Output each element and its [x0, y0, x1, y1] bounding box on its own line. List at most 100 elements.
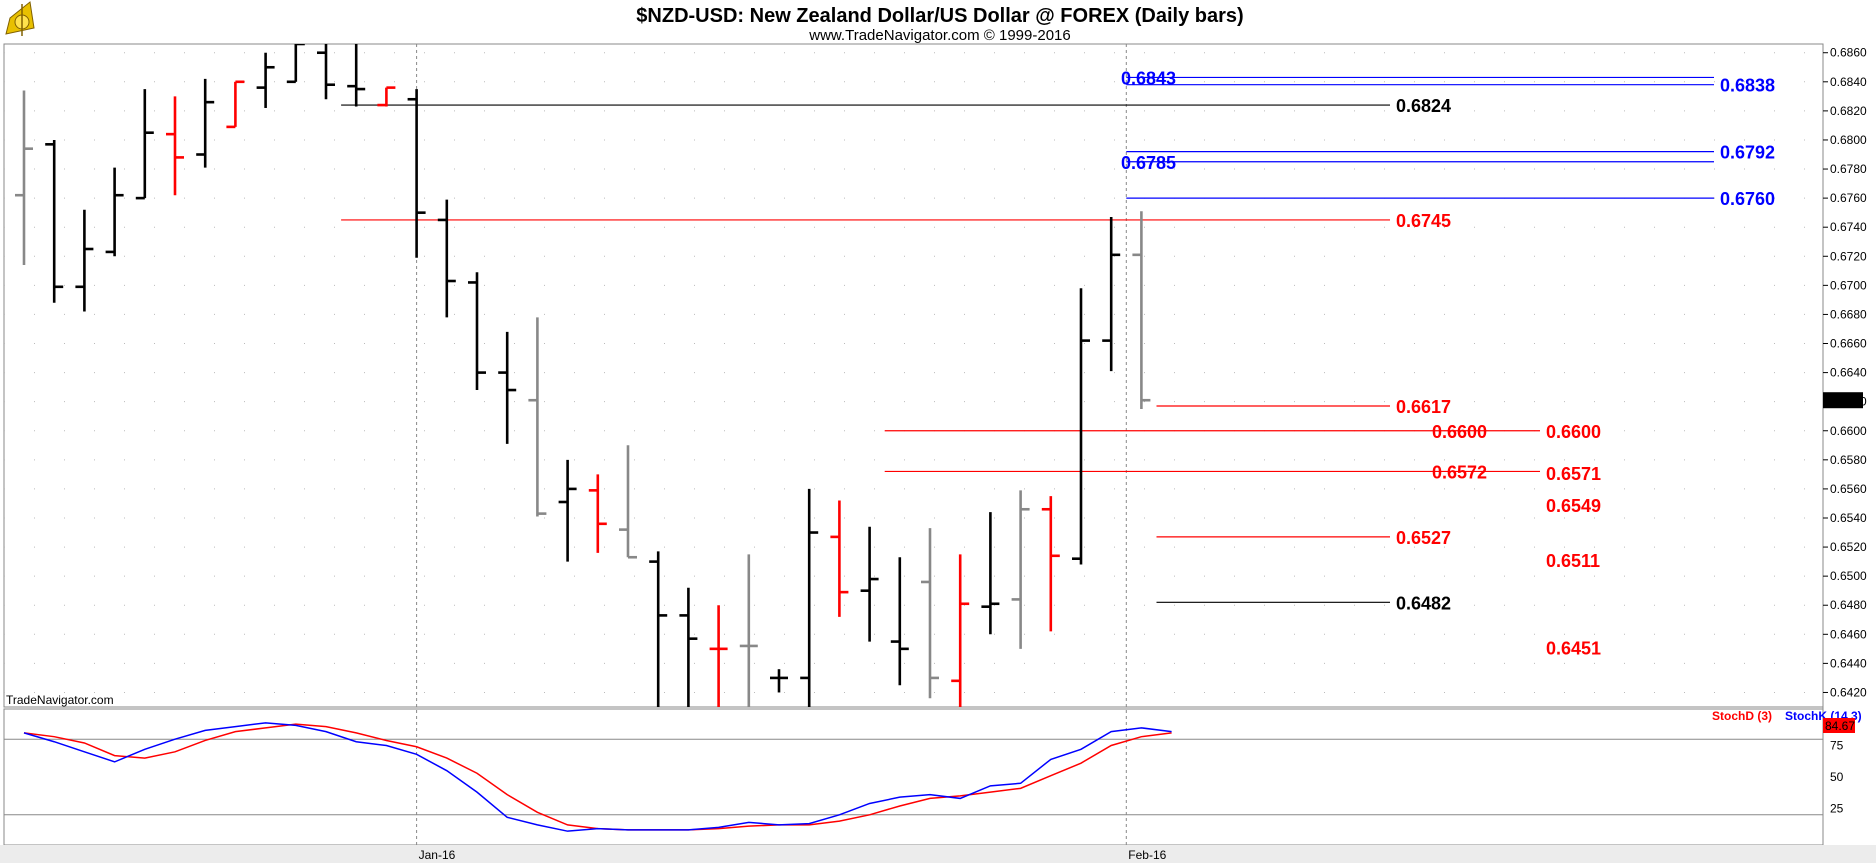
price-tick-label: 0.6820 [1830, 104, 1867, 118]
ohlc-bar [528, 317, 547, 517]
ohlc-bar [921, 528, 939, 699]
ohlc-bar [619, 445, 637, 559]
price-tick-label: 0.6640 [1830, 366, 1867, 380]
ohlc-bar [588, 474, 607, 553]
ohlc-bar [45, 139, 64, 303]
price-axis-panel [1823, 44, 1876, 707]
ohlc-bar [981, 512, 1000, 635]
price-tick-label: 0.6760 [1830, 191, 1867, 205]
ohlc-bar [890, 557, 909, 686]
level-label: 0.6824 [1396, 96, 1451, 116]
price-axis: 0.6860 0.6840 0.6820 0.6800 0.6780 0.6760 0.67… [1823, 46, 1867, 699]
ohlc-bar [256, 52, 275, 108]
ohlc-bar [1102, 217, 1121, 372]
ohlc-bar [558, 459, 577, 562]
price-tick-label: 0.6780 [1830, 162, 1867, 176]
ohlc-bar [800, 488, 819, 707]
ohlc-bar [166, 96, 184, 196]
ohlc-bar [468, 272, 486, 391]
ohlc-bar [1041, 496, 1060, 632]
price-tick-label: 0.6660 [1830, 337, 1867, 351]
price-levels: 0.6843 0.6838 0.6824 0.6785 0.6792 0.6760 0.67… [341, 68, 1775, 658]
ohlc-bar [226, 80, 245, 129]
price-tick-label: 0.6800 [1830, 133, 1867, 147]
ohlc-bar [347, 44, 366, 107]
ohlc-bar [770, 669, 788, 693]
watermark: TradeNavigator.com [6, 693, 114, 707]
level-label: 0.6600 [1432, 422, 1487, 442]
ohlc-bar [1132, 211, 1151, 409]
stoch-tick-label: 25 [1830, 802, 1844, 816]
ohlc-bar [377, 86, 396, 107]
level-label: 0.6571 [1546, 464, 1601, 484]
ohlc-bar [498, 331, 517, 444]
stoch-tick-label: 50 [1830, 770, 1844, 784]
price-tick-label: 0.6460 [1830, 627, 1867, 641]
date-label: Jan-16 [419, 848, 456, 862]
price-tick-label: 0.6740 [1830, 220, 1867, 234]
level-label: 0.6792 [1720, 143, 1775, 163]
level-label: 0.6572 [1432, 462, 1487, 482]
price-tick-label: 0.6440 [1830, 656, 1867, 670]
stoch-last-tag [1823, 718, 1855, 733]
date-axis-labels: Jan-16 Feb-16 [419, 848, 1167, 862]
price-tick-label: 0.6860 [1830, 46, 1867, 60]
level-label: 0.6838 [1720, 76, 1775, 96]
ohlc-bar [135, 89, 154, 200]
ohlc-bar [649, 551, 668, 707]
price-tick-label: 0.6480 [1830, 598, 1867, 612]
ohlc-bar [75, 209, 94, 312]
ohlc-bar [407, 89, 426, 258]
price-tick-label: 0.6600 [1830, 424, 1867, 438]
level-label: 0.6760 [1720, 189, 1775, 209]
ohlc-bar [105, 167, 124, 257]
ohlc-bar [709, 605, 728, 707]
price-tick-label: 0.6520 [1830, 540, 1867, 554]
stoch-tick-label: 75 [1830, 739, 1844, 753]
stochastic-pane [3, 708, 1824, 846]
date-axis [0, 845, 1876, 863]
last-price-tag [1823, 392, 1863, 409]
ohlc-bar [15, 90, 33, 265]
ohlc-bars [15, 44, 1151, 707]
price-tick-label: 0.6840 [1830, 75, 1867, 89]
ohlc-bar [1072, 288, 1090, 565]
price-pane [3, 43, 1824, 708]
stoch-last-value: 84.67 [1825, 719, 1855, 733]
level-label: 0.6549 [1546, 496, 1601, 516]
chart-subtitle: www.TradeNavigator.com © 1999-2016 [808, 27, 1070, 44]
level-label: 0.6617 [1396, 397, 1451, 417]
ohlc-bar [860, 526, 879, 642]
logo-icon [5, 1, 35, 36]
ohlc-bar [317, 44, 335, 100]
ohlc-bar [1011, 490, 1030, 649]
price-tick-label: 0.6700 [1830, 278, 1867, 292]
level-label: 0.6843 [1121, 68, 1176, 88]
ohlc-bar [739, 554, 758, 707]
level-label: 0.6511 [1546, 551, 1600, 571]
level-label: 0.6527 [1396, 528, 1451, 548]
level-label: 0.6600 [1546, 422, 1601, 442]
price-tick-label: 0.6500 [1830, 569, 1867, 583]
stochd-legend: StochD (3) [1712, 709, 1772, 723]
stochk-line [23, 722, 1172, 832]
level-label: 0.6451 [1546, 638, 1601, 658]
price-tick-label: 0.6540 [1830, 511, 1867, 525]
level-label: 0.6745 [1396, 211, 1451, 231]
ohlc-bar [437, 199, 456, 318]
level-label: 0.6785 [1121, 153, 1176, 173]
ohlc-bar [679, 587, 698, 707]
chart-title: $NZD-USD: New Zealand Dollar/US Dollar @… [636, 5, 1243, 27]
price-tick-label: 0.6580 [1830, 453, 1867, 467]
ohlc-bar [196, 78, 215, 168]
price-tick-label: 0.6720 [1830, 249, 1867, 263]
price-tick-label: 0.6680 [1830, 307, 1867, 321]
stochastic-indicator: 75 50 25 [4, 722, 1844, 832]
ohlc-bar [830, 500, 849, 617]
last-price-label: 0.6621 [1826, 394, 1863, 408]
level-label: 0.6482 [1396, 593, 1451, 613]
ohlc-bar [951, 554, 970, 707]
ohlc-bar [286, 44, 305, 84]
price-tick-label: 0.6420 [1830, 685, 1867, 699]
